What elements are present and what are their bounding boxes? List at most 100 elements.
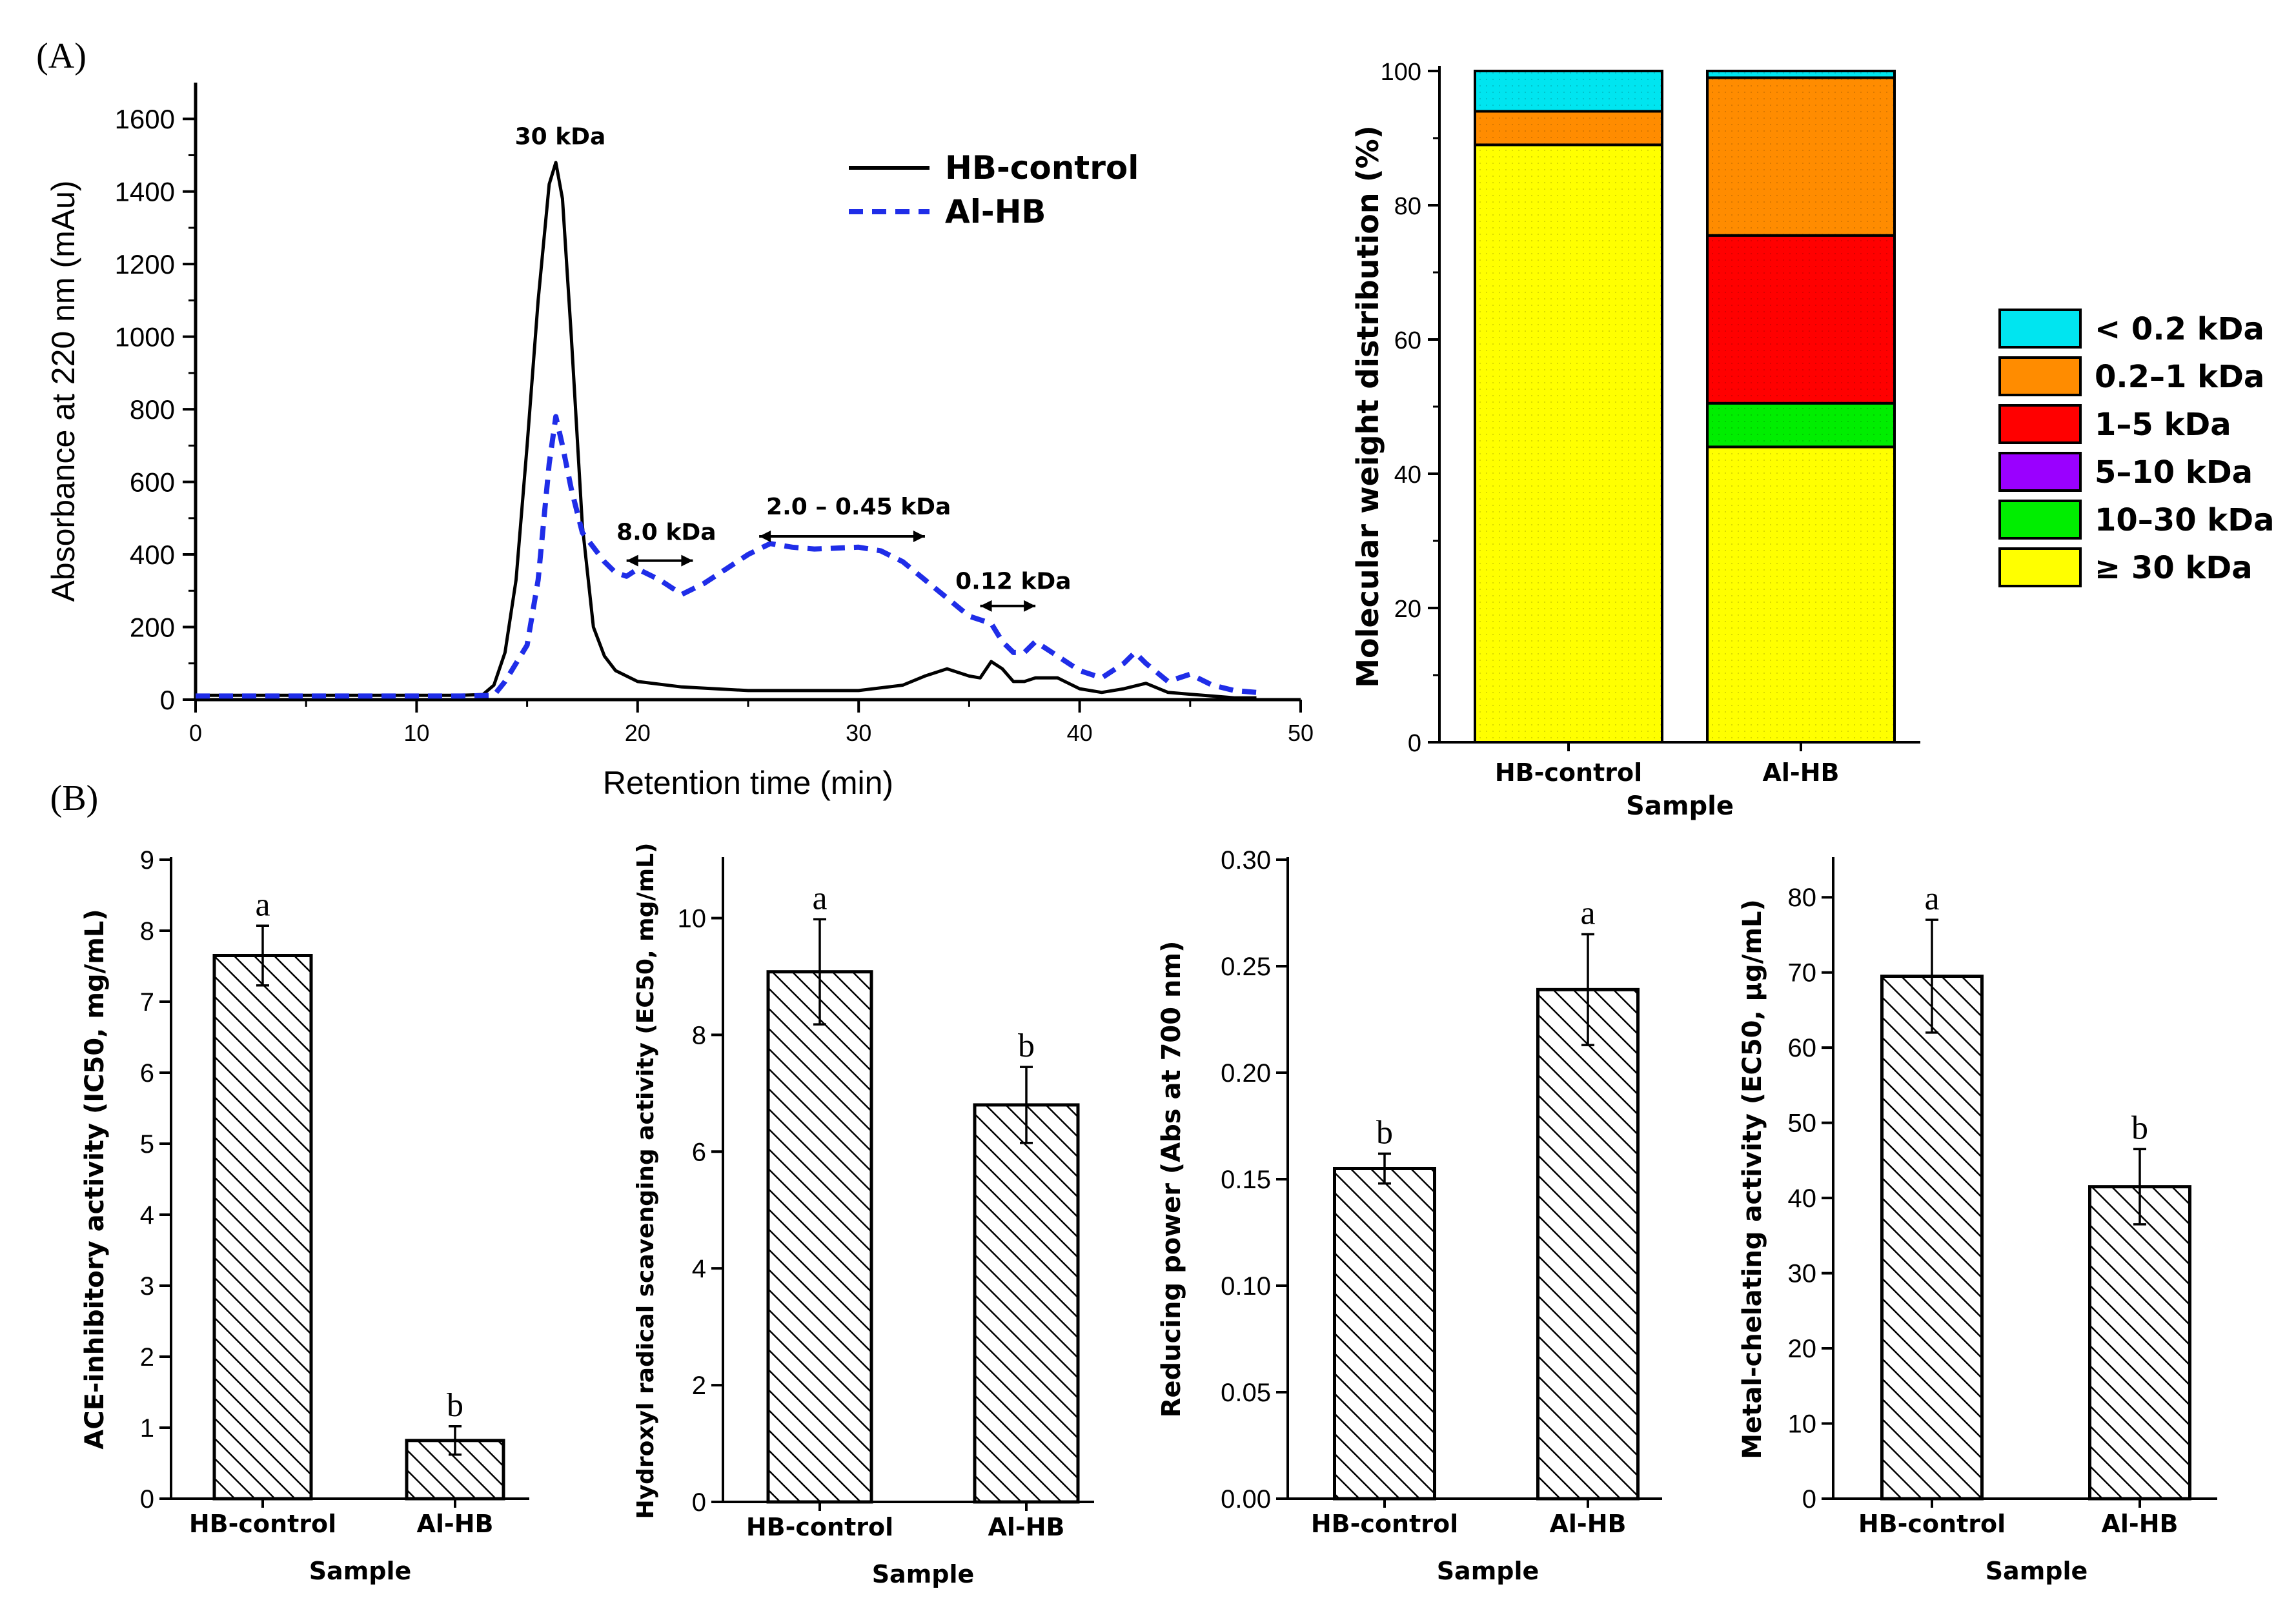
y-tick-label: 0 [160,685,175,715]
y-tick-label: 8 [140,917,154,946]
x-tick-label: HB-control [746,1513,893,1541]
legend-label: < 0.2 kDa [2095,311,2264,347]
x-tick-label: 20 [625,720,651,746]
y-tick-label: 0.20 [1221,1059,1271,1088]
peak-annotation: 0.12 kDa [955,568,1071,594]
y-tick-label: 80 [1394,193,1421,220]
x-tick-label: 40 [1067,720,1093,746]
y-tick-label: 40 [1788,1184,1817,1213]
significance-letter: b [1376,1114,1393,1151]
y-tick-label: 0.10 [1221,1272,1271,1301]
y-tick-label: 0.15 [1221,1166,1271,1194]
x-tick-label: 50 [1288,720,1314,746]
y-tick-label: 70 [1788,959,1817,988]
series-line-al-hb [196,414,1257,699]
y-tick-label: 8 [692,1021,706,1049]
y-tick-label: 3 [140,1272,154,1301]
x-tick-label: HB-control [1858,1510,2006,1538]
y-axis-label: Molecular weight distribution (%) [1350,125,1385,687]
series-line-hb-control [196,161,1257,700]
arrow-head-right [1024,600,1036,612]
panel-label-B: (B) [50,778,99,818]
arrow-head-left [759,530,771,542]
bar-texture [1475,111,1662,145]
significance-letter: b [2131,1109,2148,1146]
significance-letter: a [1924,880,1939,917]
significance-letter: a [255,886,270,923]
y-tick-label: 4 [692,1255,706,1283]
bar-texture [1707,403,1895,447]
y-tick-label: 60 [1394,327,1421,354]
y-tick-label: 600 [130,467,175,498]
y-axis-label: Metal-chelating activity (EC50, µg/mL) [1738,899,1767,1459]
peak-annotation: 30 kDa [515,124,606,150]
y-tick-label: 1000 [115,322,175,352]
bar-chart-b4: 0 10 20 30 40 50 60 70 80 a HB-control b Al-HB Sample… [1738,857,2217,1585]
y-tick-label: 5 [140,1130,154,1159]
significance-letter: b [447,1387,463,1424]
bar-texture [1707,77,1895,236]
y-tick-label: 0.00 [1221,1485,1271,1514]
y-tick-label: 2 [692,1372,706,1400]
y-tick-label: 100 [1381,59,1421,86]
y-tick-label: 20 [1788,1335,1817,1363]
y-tick-label: 0.05 [1221,1379,1271,1407]
x-tick-label: HB-control [1311,1510,1458,1538]
bar [2088,1185,2191,1501]
y-tick-label: 10 [678,904,707,933]
x-axis-label: Retention time (min) [603,765,893,801]
x-tick-label: Al-HB [2102,1510,2179,1538]
x-tick-label: Al-HB [1550,1510,1627,1538]
legend-label: HB-control [945,149,1139,187]
y-tick-label: 1200 [115,249,175,279]
bar [1333,1167,1436,1501]
y-tick-label: 10 [1788,1410,1817,1439]
y-axis-label: Absorbance at 220 nm (mAu) [45,180,81,602]
x-axis-label: Sample [872,1560,975,1588]
bar [212,954,313,1501]
bar-texture [1475,145,1662,742]
legend-label: 1–5 kDa [2095,407,2231,443]
y-tick-label: 0.25 [1221,953,1271,981]
legend-label: 5–10 kDa [2095,454,2253,491]
legend-label: 10–30 kDa [2095,502,2274,538]
peak-annotation: 8.0 kDa [616,520,716,546]
y-tick-label: 60 [1788,1034,1817,1062]
x-tick-label: HB-control [189,1510,336,1538]
bar-chart-b3: 0.00 0.05 0.10 0.15 0.20 0.25 0.30 b HB-control a… [1157,846,1662,1585]
bar-texture [1475,71,1662,112]
x-axis-label: Sample [1986,1557,2088,1585]
y-axis-label: Hydroxyl radical scavenging activity (EC… [633,843,659,1519]
y-tick-label: 6 [140,1059,154,1088]
x-tick-label: HB-control [1495,758,1642,787]
y-tick-label: 50 [1788,1109,1817,1138]
y-tick-label: 0 [140,1485,154,1514]
legend-swatch [1998,309,2082,349]
legend-swatch [1998,452,2082,492]
y-tick-label: 1600 [115,104,175,134]
arrow-head-right [681,554,693,567]
legend-label: 0.2–1 kDa [2095,359,2264,395]
panel-label-A: (A) [36,36,86,76]
y-tick-label: 30 [1788,1260,1817,1288]
peak-annotation: 2.0 – 0.45 kDa [766,494,951,520]
significance-letter: a [1580,895,1595,932]
bar-texture [1707,447,1895,742]
legend-label: Al-HB [945,193,1046,230]
x-tick-label: 30 [846,720,871,746]
y-axis-label: ACE-inhibitory activity (IC50, mg/mL) [80,909,110,1449]
legend-label: ≥ 30 kDa [2095,550,2253,586]
legend-swatch [1998,356,2082,396]
y-tick-label: 40 [1394,461,1421,489]
significance-letter: b [1018,1028,1035,1064]
bar [766,970,873,1504]
y-tick-label: 80 [1788,884,1817,912]
chromatogram-chart: (A) 0 200 400 600 800 1000 1200 1400 1600 0 10 20 30 4… [36,36,1314,801]
y-tick-label: 1400 [115,177,175,207]
y-tick-label: 0 [692,1488,706,1517]
y-tick-label: 20 [1394,596,1421,623]
y-tick-label: 7 [140,988,154,1017]
y-tick-label: 2 [140,1343,154,1372]
